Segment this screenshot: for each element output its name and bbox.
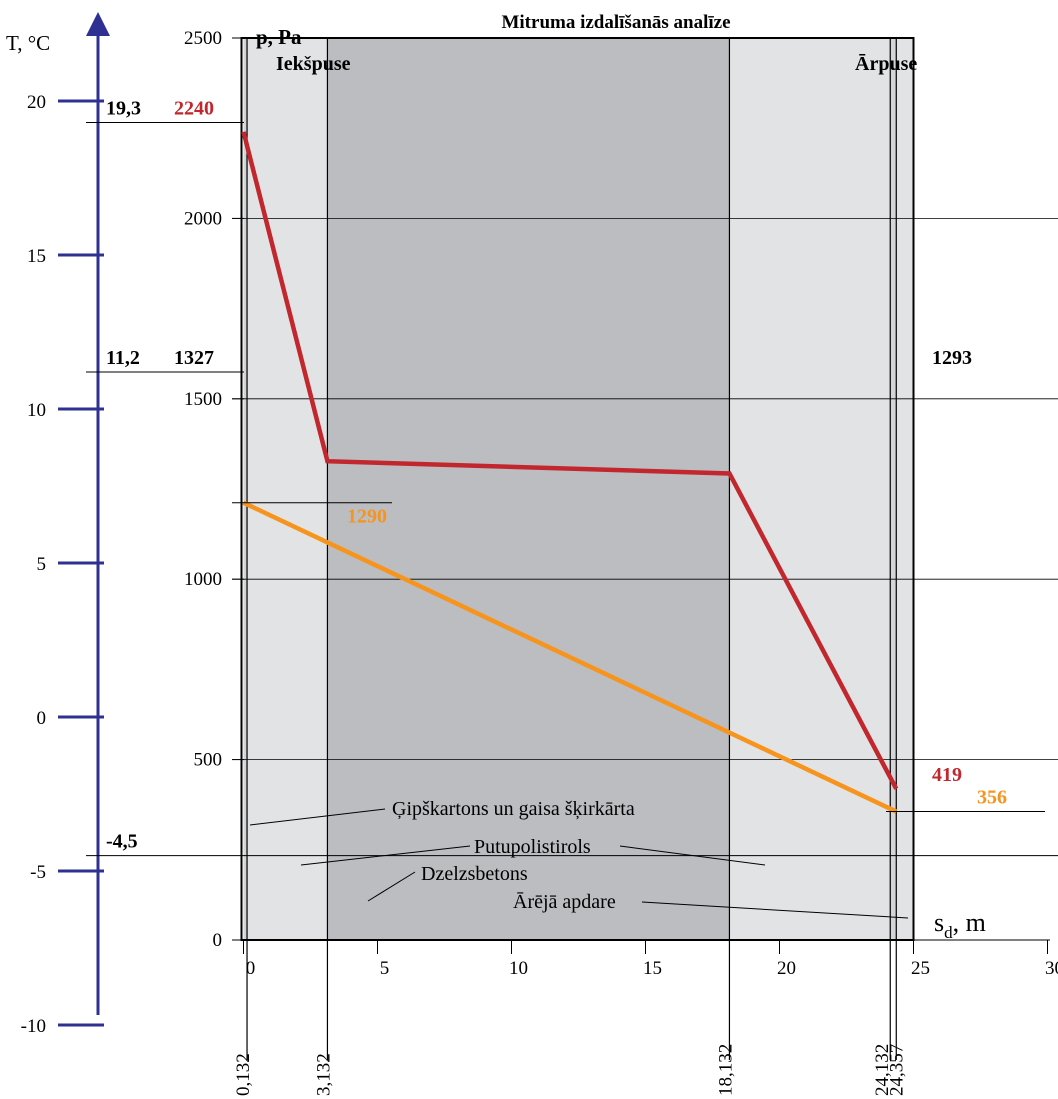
x-tick-label: 30 [1045, 958, 1058, 979]
temperature-mark-label: 11,2 [106, 347, 140, 369]
x-tick-label: 15 [643, 958, 662, 979]
pressure-value-label: 419 [932, 764, 962, 786]
exterior-finish-layer-label: Ārējā apdare [513, 891, 616, 913]
gypsum-layer-leader [249, 808, 386, 826]
pressure-value-label: 1290 [347, 506, 387, 528]
pressure-tick-label: 500 [194, 750, 223, 771]
saturation-pressure-line [241, 131, 899, 790]
partial-pressure-line [242, 500, 898, 814]
temperature-mark-label: -4,5 [106, 831, 138, 853]
temperature-axis: 20 15 10 5 0 -5 -10 [21, 12, 110, 1037]
layer-leaders: Ģipškartons un gaisa šķirkārta Putupolist… [249, 798, 909, 919]
layer-boundary-label: 0,132 [233, 1053, 254, 1096]
layer-band [247, 38, 328, 940]
temperature-tick-label: -10 [21, 1016, 46, 1037]
pressure-value-label: 1327 [174, 347, 214, 369]
layer-band [327, 38, 730, 940]
concrete-layer-leader [367, 871, 416, 902]
temperature-axis-title: T, °C [6, 31, 50, 55]
data-lines [241, 131, 899, 814]
x-axis-title-unit: , m [953, 908, 986, 937]
layer-boundary-label: 18,132 [715, 1044, 736, 1096]
layer-boundary-label: 24,357 [886, 1044, 907, 1096]
temperature-axis-arrow [86, 12, 110, 36]
x-tick-label: 20 [777, 958, 796, 979]
temperature-tick-label: 0 [37, 708, 47, 729]
x-tick-label: 25 [911, 958, 930, 979]
x-tick-label: 0 [246, 958, 256, 979]
layer-boundary-label: 3,132 [313, 1053, 334, 1096]
x-axis-title-main: s [934, 908, 944, 937]
temperature-tick-label: 20 [27, 92, 46, 113]
layer-band [896, 38, 914, 940]
x-tick-label: 10 [509, 958, 528, 979]
x-axis: 0 5 10 15 20 25 30 [243, 939, 1058, 979]
x-tick-label: 5 [380, 958, 390, 979]
exterior-finish-layer-leader [641, 901, 909, 919]
plot-frame [240, 37, 915, 941]
pressure-value-label: 1293 [932, 347, 972, 369]
temperature-tick-label: 5 [37, 554, 47, 575]
layer-bands [243, 38, 914, 940]
gridlines [232, 217, 1058, 760]
temperature-tick-label: 10 [27, 400, 46, 421]
outside-side-label: Ārpuse [855, 53, 917, 75]
chart-title: Mitruma izdalīšanās analīze [501, 12, 730, 33]
temperature-mark-label: 19,3 [106, 98, 141, 120]
temperature-tick-label: 15 [27, 246, 46, 267]
pressure-tick-label: 2500 [184, 28, 222, 49]
gypsum-layer-label: Ģipškartons un gaisa šķirkārta [392, 798, 635, 820]
annotations: 19,3 11,2 -4,5 2240 1327 1293 1290 419 356 [86, 98, 1058, 857]
pressure-value-label: 356 [977, 787, 1007, 809]
temperature-tick-label: -5 [30, 862, 46, 883]
pressure-axis: 0 500 1000 1500 2000 2500 [184, 28, 244, 951]
x-axis-title-subscript: d [944, 923, 953, 942]
layer-boundary-label: 24,132 [872, 1044, 893, 1096]
pressure-value-label: 2240 [174, 98, 214, 120]
concrete-layer-label: Dzelzsbetons [421, 863, 528, 885]
pressure-axis-title: p, Pa [256, 25, 302, 49]
inside-side-label: Iekšpuse [276, 53, 351, 75]
polystyrene-layer-label: Putupolistirols [474, 836, 591, 858]
polystyrene-outer-leader [619, 845, 766, 866]
x-axis-title: sd, m [934, 908, 986, 942]
polystyrene-layer-leader [300, 845, 471, 866]
layer-band [729, 38, 891, 940]
pressure-tick-label: 0 [213, 930, 223, 951]
pressure-tick-label: 2000 [184, 208, 222, 229]
layer-band [890, 38, 897, 940]
pressure-tick-label: 1000 [184, 569, 222, 590]
plot-frame-rect [240, 37, 915, 941]
pressure-tick-label: 1500 [184, 389, 222, 410]
layer-band [243, 38, 248, 940]
